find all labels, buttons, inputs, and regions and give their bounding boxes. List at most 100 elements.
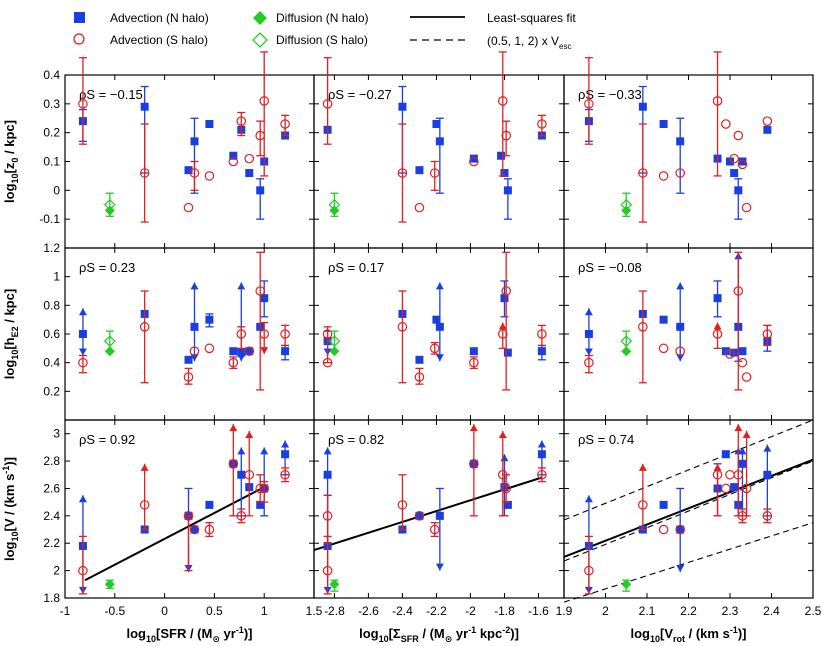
arrow-down	[190, 354, 199, 362]
panel-r2-c2: 1.9 2 2.1 2.2 2.3 2.4 2.5 ρS = 0.74	[556, 419, 822, 618]
x-tick-label: 2	[602, 604, 609, 618]
y-tick-label: 1.8	[43, 591, 60, 605]
data-point-advection-n	[415, 511, 424, 520]
data-point-diffusion-s	[620, 198, 633, 211]
data-point-advection-s	[280, 329, 290, 339]
panel-r1-c1: ρS = 0.17	[313, 247, 565, 421]
data-point-diffusion-n	[104, 579, 115, 590]
data-point-advection-n	[503, 186, 512, 195]
arrow-up	[435, 282, 444, 290]
axis-label-part: 0	[10, 158, 20, 163]
data-point-advection-n	[323, 470, 332, 479]
arrow-up	[638, 463, 647, 471]
panel-r0-c0: -0.1 0 0.1 0.2 0.3 0.4 ρS = −0.15	[39, 51, 315, 249]
data-point-advection-n	[281, 347, 290, 356]
data-point-advection-s	[228, 156, 239, 167]
axis-label-part: -1	[1, 466, 11, 474]
arrow-up	[676, 282, 685, 290]
data-point-advection-s	[322, 357, 333, 368]
data-point-advection-n	[734, 186, 743, 195]
data-point-advection-s	[259, 329, 269, 339]
arrow-up	[140, 463, 149, 471]
data-point-advection-s	[725, 349, 735, 359]
data-point-advection-s	[429, 168, 440, 178]
data-point-advection-s	[712, 469, 723, 480]
rho-label: ρS = 0.82	[328, 432, 384, 447]
axis-label-part: rot	[673, 634, 685, 644]
axis-label-part: -1	[468, 625, 476, 635]
data-point-advection-n	[432, 315, 441, 324]
y-tick-label: 0.4	[43, 356, 60, 370]
data-point-advection-n	[738, 459, 747, 468]
data-point-advection-n	[184, 355, 193, 364]
data-point-diffusion-s	[328, 335, 341, 348]
x-tick-label: 1.9	[556, 604, 573, 618]
data-point-advection-s	[397, 322, 408, 332]
data-point-advection-s	[712, 329, 723, 339]
legend-label-vesc: (0.5, 1, 2) x Vesc	[487, 34, 571, 51]
data-point-advection-s	[737, 159, 748, 170]
data-point-advection-s	[584, 357, 594, 368]
data-point-advection-n	[432, 120, 441, 129]
data-point-advection-n	[260, 294, 269, 303]
x-tick-label: 2.1	[639, 604, 656, 618]
data-point-advection-s	[397, 500, 408, 510]
arrow-down	[260, 347, 269, 355]
data-point-advection-s	[414, 511, 425, 521]
arrow-up	[78, 308, 87, 316]
data-point-advection-s	[762, 329, 773, 339]
panel-r0-c1: ρS = −0.27	[313, 51, 565, 249]
axis-label-part: log	[127, 626, 147, 641]
x-tick-label: 2.4	[763, 604, 780, 618]
y-tick-label: 2.4	[43, 509, 60, 523]
data-point-advection-s	[733, 130, 744, 141]
fit-line	[84, 486, 265, 582]
legend-label-advection-s: Advection (S halo)	[110, 33, 208, 47]
x-tick-label: -0.5	[104, 604, 125, 618]
panel-r1-c2: ρS = −0.08	[563, 247, 814, 421]
axis-label-part: log	[631, 626, 651, 641]
data-point-advection-s	[741, 483, 752, 494]
axis-label-part: SFR	[401, 634, 420, 644]
axis-label-part: kpc	[476, 626, 502, 641]
data-point-advection-s	[729, 153, 739, 164]
y-tick-label: 0	[53, 183, 60, 197]
data-point-advection-n	[726, 157, 734, 166]
axis-label-part: )]	[738, 626, 747, 641]
data-point-advection-s	[255, 286, 266, 296]
arrow-down	[78, 348, 87, 356]
data-point-advection-n	[537, 347, 546, 356]
data-point-diffusion-n	[329, 579, 340, 590]
x-tick-label: -1	[60, 604, 71, 618]
data-point-advection-n	[415, 166, 424, 175]
axis-label-part: 10	[146, 634, 156, 644]
data-point-advection-s	[139, 322, 150, 332]
panel-r0-c2: ρS = −0.33	[563, 51, 814, 249]
data-point-advection-s	[638, 322, 648, 332]
arrow-up	[713, 322, 722, 330]
panel-r2-c1: -2.8 -2.6 -2.4 -2.2 -2 -1.8 -1.6 ρS = 0.82	[313, 419, 565, 618]
data-point-advection-s	[497, 329, 508, 339]
y-tick-label: 0.2	[43, 126, 60, 140]
axis-label-part: yr	[220, 626, 236, 641]
data-point-advection-n	[435, 322, 444, 331]
data-point-advection-s	[741, 372, 752, 382]
data-point-advection-n	[500, 483, 509, 492]
data-point-diffusion-s	[620, 335, 633, 348]
data-point-advection-s	[183, 202, 194, 213]
data-point-advection-n	[237, 470, 246, 479]
data-point-advection-n	[435, 137, 444, 146]
vesc-line	[563, 522, 814, 603]
x-tick-label: -1.8	[494, 604, 515, 618]
data-point-advection-s	[675, 346, 685, 356]
axis-label-part: ⊙	[212, 634, 220, 644]
y-tick-label: 2.8	[43, 454, 60, 468]
data-point-advection-s	[228, 459, 239, 469]
data-point-advection-s	[139, 500, 150, 510]
legend-marker-advection-s	[73, 33, 85, 45]
axis-label-part: )]	[244, 626, 253, 641]
data-point-advection-s	[204, 524, 215, 535]
data-point-advection-s	[322, 99, 333, 109]
data-point-advection-n	[435, 511, 444, 520]
data-point-advection-n	[78, 330, 87, 338]
